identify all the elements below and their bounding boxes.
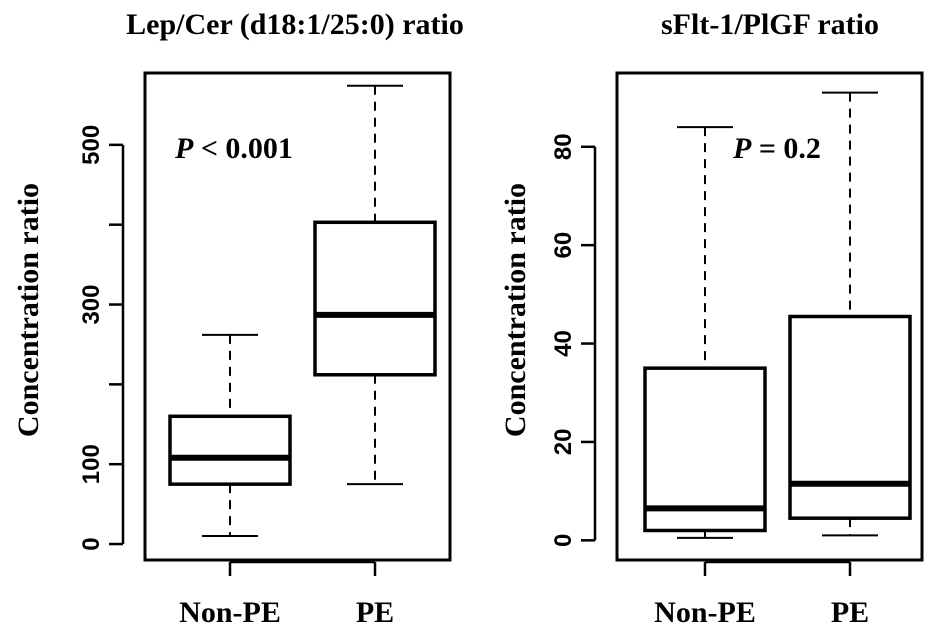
right-y-axis: 0 20 40 60 80	[550, 133, 597, 547]
right-box-non-pe	[643, 126, 767, 539]
right-x-axis: Non-PE PE	[654, 560, 869, 629]
iqr-box	[788, 314, 912, 520]
left-x-tick-label-non-pe: Non-PE	[179, 596, 281, 629]
right-p-symbol: P	[732, 132, 752, 165]
right-y-tick-label: 40	[550, 330, 577, 357]
right-x-tick-label-non-pe: Non-PE	[654, 596, 756, 629]
right-boxes	[643, 91, 912, 539]
left-x-tick-label-pe: PE	[356, 596, 394, 629]
left-y-tick-label: 0	[78, 537, 105, 550]
left-boxes	[168, 84, 437, 538]
left-y-tick-label: 500	[78, 125, 105, 165]
left-x-axis: Non-PE PE	[179, 560, 394, 629]
left-chart-title: Lep/Cer (d18:1/25:0) ratio	[126, 8, 464, 41]
right-y-tick-label: 0	[550, 534, 577, 547]
left-p-text: < 0.001	[193, 132, 293, 165]
right-y-axis-label: Concentration ratio	[499, 183, 532, 437]
right-p-value-annotation: P = 0.2	[732, 132, 821, 165]
right-chart-title: sFlt-1/PlGF ratio	[661, 8, 879, 41]
left-p-symbol: P	[174, 132, 194, 165]
left-p-value-annotation: P < 0.001	[174, 132, 293, 165]
left-y-tick-label: 300	[78, 285, 105, 325]
right-box-pe	[788, 91, 912, 537]
right-x-tick-label-pe: PE	[831, 596, 869, 629]
iqr-box	[643, 366, 767, 533]
left-y-axis-label: Concentration ratio	[12, 183, 45, 437]
iqr-box	[168, 414, 292, 486]
right-plot-frame	[615, 71, 924, 562]
left-chart-panel: Lep/Cer (d18:1/25:0) ratio Concentration…	[12, 8, 464, 629]
right-y-tick-label: 60	[550, 232, 577, 259]
left-box-pe	[313, 84, 437, 486]
iqr-box	[313, 220, 437, 377]
left-y-tick-label: 100	[78, 444, 105, 484]
left-y-axis: 0 100 300 500	[78, 125, 125, 551]
right-chart-panel: sFlt-1/PlGF ratio Concentration ratio 0 2…	[499, 8, 924, 629]
left-plot-frame	[143, 71, 452, 562]
left-box-non-pe	[168, 333, 292, 538]
right-y-tick-label: 80	[550, 133, 577, 160]
right-p-text: = 0.2	[751, 132, 821, 165]
right-y-tick-label: 20	[550, 429, 577, 456]
